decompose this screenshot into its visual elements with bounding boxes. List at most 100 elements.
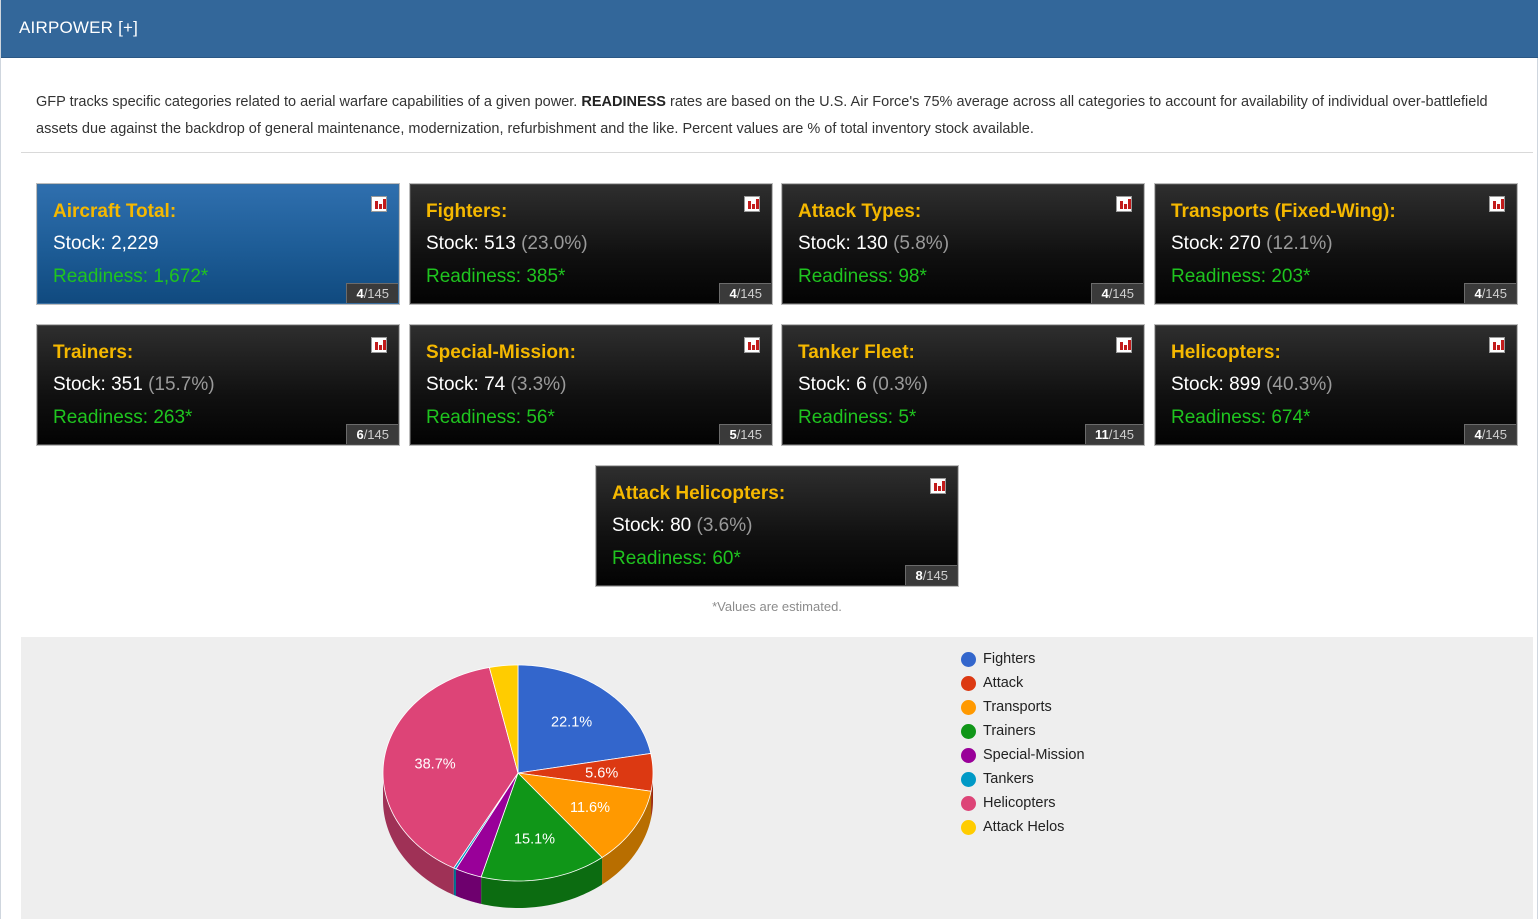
stat-card[interactable]: Helicopters: Stock: 899 (40.3%) Readiness:… — [1155, 325, 1517, 445]
stat-card[interactable]: Transports (Fixed-Wing): Stock: 270 (12.1… — [1155, 184, 1517, 304]
legend-label: Transports — [983, 699, 1052, 715]
card-rank: 4/145 — [1091, 283, 1143, 303]
card-rank-total: /145 — [736, 286, 762, 301]
card-rank: 4/145 — [1464, 424, 1516, 444]
bar-chart-icon[interactable] — [371, 196, 387, 212]
pie-data-label: 11.6% — [570, 800, 610, 816]
pie-side-helicopters — [383, 773, 454, 895]
chart-panel: 22.1% 5.6% 11.6% 15.1% 38.7% Fighters Attack T… — [21, 637, 1533, 919]
legend-label: Helicopters — [983, 795, 1056, 811]
card-rank: 4/145 — [1464, 283, 1516, 303]
card-stock-value: Stock: 130 — [798, 233, 888, 254]
card-rank: 4/145 — [719, 283, 771, 303]
card-stock: Stock: 899 (40.3%) — [1171, 374, 1333, 396]
legend-swatch — [961, 652, 976, 667]
stat-card[interactable]: Special-Mission: Stock: 74 (3.3%) Readines… — [410, 325, 772, 445]
legend-item[interactable]: Special-Mission — [961, 747, 1085, 771]
stat-card[interactable]: Fighters: Stock: 513 (23.0%) Readiness: 38… — [410, 184, 772, 304]
card-label: Helicopters: — [1171, 342, 1281, 363]
legend-swatch — [961, 700, 976, 715]
legend-label: Special-Mission — [983, 747, 1085, 763]
legend-label: Attack — [983, 675, 1024, 691]
stat-card[interactable]: Attack Helicopters: Stock: 80 (3.6%) Readi… — [596, 466, 958, 586]
card-readiness: Readiness: 263* — [53, 407, 193, 428]
footnote: *Values are estimated. — [712, 599, 842, 614]
card-rank: 8/145 — [905, 565, 957, 585]
card-rank-value: 4 — [356, 286, 364, 301]
card-stock-pct: (3.3%) — [510, 374, 567, 395]
card-stock-pct: (0.3%) — [871, 374, 928, 395]
card-rank: 6/145 — [346, 424, 398, 444]
card-rank-total: /145 — [363, 427, 389, 442]
card-stock: Stock: 2,229 — [53, 233, 159, 255]
section-header[interactable]: AIRPOWER [+] — [1, 0, 1538, 58]
card-stock-pct: (3.6%) — [696, 515, 753, 536]
card-stock: Stock: 80 (3.6%) — [612, 515, 752, 537]
card-rank-total: /145 — [736, 427, 762, 442]
card-rank-total: /145 — [1481, 286, 1507, 301]
card-label: Attack Helicopters: — [612, 483, 786, 504]
legend-item[interactable]: Fighters — [961, 651, 1085, 675]
pie-chart: 22.1% 5.6% 11.6% 15.1% 38.7% — [382, 664, 654, 908]
legend-swatch — [961, 772, 976, 787]
stat-card[interactable]: Trainers: Stock: 351 (15.7%) Readiness: 26… — [37, 325, 399, 445]
pie-slice-trainers[interactable] — [480, 772, 603, 882]
card-readiness: Readiness: 385* — [426, 266, 566, 287]
legend-item[interactable]: Tankers — [961, 771, 1085, 795]
card-rank-value: 11 — [1094, 427, 1109, 442]
pie-slice-fighters[interactable] — [517, 664, 652, 774]
card-label: Trainers: — [53, 342, 134, 363]
card-label: Special-Mission: — [426, 342, 576, 363]
stat-card[interactable]: Aircraft Total: Stock: 2,229 Readiness: 1… — [37, 184, 399, 304]
legend-item[interactable]: Attack Helos — [961, 819, 1085, 843]
card-rank-value: 4 — [1474, 286, 1482, 301]
bar-chart-icon[interactable] — [744, 196, 760, 212]
card-rank: 11/145 — [1084, 424, 1143, 444]
card-stock: Stock: 270 (12.1%) — [1171, 233, 1333, 255]
legend-item[interactable]: Helicopters — [961, 795, 1085, 819]
card-stock-pct: (15.7%) — [148, 374, 215, 395]
bar-chart-icon[interactable] — [1116, 196, 1132, 212]
legend-item[interactable]: Attack — [961, 675, 1085, 699]
card-readiness: Readiness: 60* — [612, 548, 741, 569]
card-stock-pct: (12.1%) — [1266, 233, 1333, 254]
card-label: Attack Types: — [798, 201, 922, 222]
pie-data-label: 15.1% — [514, 832, 555, 848]
pie-side-trainers — [481, 857, 603, 908]
card-label: Tanker Fleet: — [798, 342, 915, 363]
card-stock: Stock: 6 (0.3%) — [798, 374, 928, 396]
legend-label: Trainers — [983, 723, 1036, 739]
bar-chart-icon[interactable] — [930, 478, 946, 494]
bar-chart-icon[interactable] — [1116, 337, 1132, 353]
bar-chart-icon[interactable] — [1489, 196, 1505, 212]
card-readiness: Readiness: 98* — [798, 266, 927, 287]
stat-card[interactable]: Attack Types: Stock: 130 (5.8%) Readiness:… — [782, 184, 1144, 304]
card-stock-value: Stock: 270 — [1171, 233, 1261, 254]
card-stock: Stock: 351 (15.7%) — [53, 374, 215, 396]
pie-slice-attack-helos[interactable] — [488, 664, 519, 774]
card-label: Aircraft Total: — [53, 201, 177, 222]
card-stock: Stock: 513 (23.0%) — [426, 233, 588, 255]
bar-chart-icon[interactable] — [371, 337, 387, 353]
card-stock-value: Stock: 513 — [426, 233, 516, 254]
pie-slice-transports[interactable] — [516, 772, 652, 859]
legend-label: Fighters — [983, 651, 1036, 667]
legend-swatch — [961, 796, 976, 811]
pie-slice-helicopters[interactable] — [382, 667, 519, 869]
stat-card[interactable]: Tanker Fleet: Stock: 6 (0.3%) Readiness: 5… — [782, 325, 1144, 445]
legend-label: Attack Helos — [983, 819, 1065, 835]
card-rank-total: /145 — [1108, 427, 1134, 442]
legend-item[interactable]: Transports — [961, 699, 1085, 723]
bar-chart-icon[interactable] — [744, 337, 760, 353]
card-stock-pct: (5.8%) — [893, 233, 950, 254]
bar-chart-icon[interactable] — [1489, 337, 1505, 353]
section-title[interactable]: AIRPOWER [+] — [19, 18, 139, 37]
legend-swatch — [961, 724, 976, 739]
card-rank: 5/145 — [719, 424, 771, 444]
pie-slice-attack[interactable] — [517, 752, 654, 792]
pie-slice-special-mission[interactable] — [455, 772, 519, 878]
card-stock: Stock: 130 (5.8%) — [798, 233, 949, 255]
legend-item[interactable]: Trainers — [961, 723, 1085, 747]
intro-text: GFP tracks specific categories related t… — [36, 89, 1506, 143]
